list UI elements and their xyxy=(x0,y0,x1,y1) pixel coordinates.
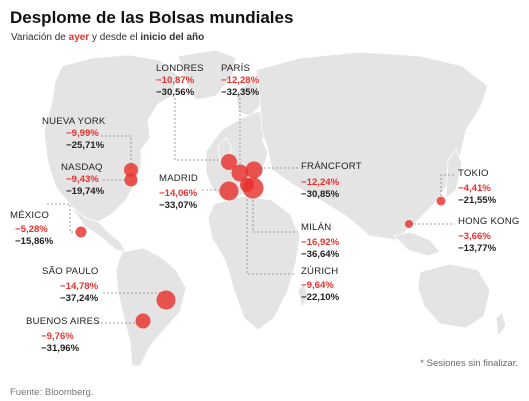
daily-change: −10,87% xyxy=(156,75,195,86)
label-madrid: MADRID −14,06% −33,07% xyxy=(159,173,198,212)
subtitle-ayer: ayer xyxy=(68,32,90,43)
daily-change: −12,28% xyxy=(221,75,260,86)
market-name: ZÚRICH xyxy=(301,266,339,277)
marker-mexico xyxy=(75,226,87,238)
market-name: TOKIO xyxy=(458,168,489,179)
marker-milan xyxy=(242,177,264,199)
ytd-change: −31,96% xyxy=(41,343,80,354)
label-zurich: ZÚRICH −9,64% −22,10% xyxy=(301,266,339,304)
subtitle-text-2: y desde el xyxy=(89,32,141,43)
label-nasdaq: NASDAQ −9,43% −19,74% xyxy=(61,162,104,198)
label-nueva-york: NUEVA YORK −9,99% −25,71% xyxy=(42,116,106,152)
leader-line-tokio xyxy=(440,174,455,200)
market-name: NUEVA YORK xyxy=(42,116,106,127)
market-name: BUENOS AIRES xyxy=(26,316,100,327)
daily-change: −4,41% xyxy=(458,183,491,194)
label-hong-kong: HONG KONG −3,66% −13,77% xyxy=(458,216,520,255)
market-name: NASDAQ xyxy=(61,162,103,173)
map-subtitle: Variación de ayer y desde el inicio del … xyxy=(11,32,204,43)
ytd-change: −33,07% xyxy=(159,200,198,211)
daily-change: −9,43% xyxy=(66,174,99,185)
map-title: Desplome de las Bolsas mundiales xyxy=(10,8,294,27)
daily-change: −14,78% xyxy=(60,281,99,292)
ytd-change: −30,56% xyxy=(156,87,195,98)
label-mexico: MÉXICO −5,28% −15,86% xyxy=(10,210,53,248)
daily-change: −9,64% xyxy=(301,280,334,291)
subtitle-text-1: Variación de xyxy=(11,32,69,43)
label-paris: PARÍS −12,28% −32,35% xyxy=(221,63,259,99)
ytd-change: −19,74% xyxy=(66,186,105,197)
marker-francfort xyxy=(245,161,263,179)
label-sao-paulo: SÃO PAULO −14,78% −37,24% xyxy=(42,266,99,305)
market-name: LONDRES xyxy=(156,63,204,74)
label-tokio: TOKIO −4,41% −21,55% xyxy=(458,168,496,207)
marker-madrid xyxy=(219,181,239,201)
market-name: MÉXICO xyxy=(10,210,50,221)
leader-line-mexico xyxy=(47,203,80,233)
daily-change: −9,99% xyxy=(66,128,99,139)
market-name: MILÁN xyxy=(301,222,332,233)
label-londres: LONDRES −10,87% −30,56% xyxy=(156,63,204,99)
daily-change: −14,06% xyxy=(159,188,198,199)
marker-nueva-york xyxy=(124,163,138,177)
ytd-change: −36,64% xyxy=(301,249,340,260)
marker-hong-kong xyxy=(405,220,413,228)
marker-nasdaq xyxy=(124,173,138,187)
leader-line-milan xyxy=(252,200,298,233)
ytd-change: −15,86% xyxy=(15,236,54,247)
marker-buenos-aires xyxy=(135,313,151,329)
daily-change: −12,24% xyxy=(301,177,340,188)
footnote: * Sesiones sin finalizar. xyxy=(420,358,518,369)
daily-change: −16,92% xyxy=(301,237,340,248)
daily-change: −3,66% xyxy=(458,231,491,242)
marker-tokio xyxy=(436,196,446,206)
market-name: FRÁNCFORT xyxy=(301,161,362,172)
market-name: MADRID xyxy=(159,173,199,184)
subtitle-inicio: inicio del año xyxy=(140,32,205,43)
ytd-change: −25,71% xyxy=(66,140,105,151)
label-milan: MILÁN −16,92% −36,64% xyxy=(301,222,339,261)
ytd-change: −37,24% xyxy=(60,293,99,304)
leader-line-londres xyxy=(174,98,226,161)
ytd-change: −13,77% xyxy=(458,243,497,254)
label-francfort: FRÁNCFORT −12,24% −30,85% xyxy=(301,161,362,201)
daily-change: −9,76% xyxy=(41,331,74,342)
source-credit: Fuente: Bloomberg. xyxy=(10,387,94,398)
market-name: PARÍS xyxy=(221,63,251,74)
ytd-change: −22,10% xyxy=(301,292,340,303)
market-name: SÃO PAULO xyxy=(42,266,99,277)
marker-paris xyxy=(231,164,249,182)
marker-londres xyxy=(221,154,237,170)
marker-sao-paulo xyxy=(156,290,176,310)
label-buenos-aires: BUENOS AIRES −9,76% −31,96% xyxy=(26,316,100,355)
daily-change: −5,28% xyxy=(15,224,48,235)
leader-line-nueva-york xyxy=(101,135,132,168)
ytd-change: −30,85% xyxy=(301,189,340,200)
ytd-change: −32,35% xyxy=(221,87,260,98)
landmass xyxy=(43,49,507,367)
ytd-change: −21,55% xyxy=(458,195,497,206)
market-markers xyxy=(75,154,446,329)
market-name: HONG KONG xyxy=(458,216,520,227)
